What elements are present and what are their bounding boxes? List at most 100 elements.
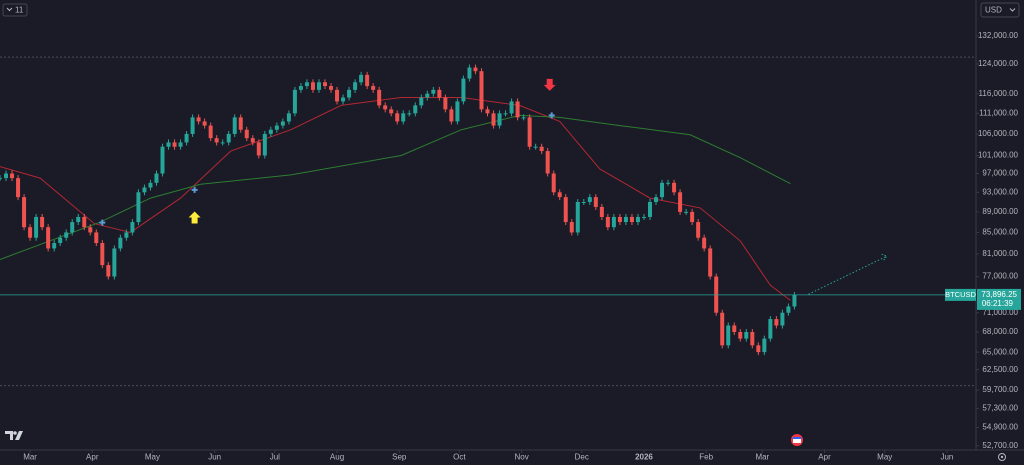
candle-body <box>22 197 27 228</box>
candle-body <box>666 182 671 184</box>
candle-body <box>118 237 123 249</box>
candle-body <box>347 89 352 98</box>
x-tick-label: May <box>145 453 160 462</box>
x-tick-label: Jun <box>208 453 221 462</box>
candle-body <box>575 201 580 233</box>
moving-average <box>0 114 791 260</box>
sell-arrow <box>543 78 556 91</box>
candle-body <box>238 117 243 130</box>
candle-body <box>28 227 33 238</box>
candle-body <box>497 113 502 126</box>
currency-button[interactable]: USD <box>980 2 1020 18</box>
candle-body <box>286 113 291 122</box>
symbol-label: BTCUSD <box>945 290 976 299</box>
candle-body <box>467 67 472 79</box>
candle-body <box>539 146 544 152</box>
x-tick-label: Oct <box>453 453 466 462</box>
y-tick-label: 52,700.00 <box>982 441 1018 450</box>
event-icon[interactable] <box>791 434 803 446</box>
moving-average <box>0 97 791 301</box>
candle-body <box>322 82 327 87</box>
candle-body <box>316 82 321 90</box>
x-tick-label: Apr <box>818 453 831 462</box>
candle-body <box>521 117 526 119</box>
candle-body <box>557 192 562 198</box>
candle-body <box>587 197 592 202</box>
candle-body <box>124 232 129 238</box>
candle-body <box>166 142 171 147</box>
candle-body <box>660 182 665 198</box>
candle-body <box>593 197 598 207</box>
candle-body <box>256 142 261 156</box>
tv-logo[interactable] <box>5 431 23 440</box>
y-tick-label: 59,700.00 <box>982 385 1018 394</box>
candle-body <box>443 97 448 110</box>
candle-body <box>292 89 297 114</box>
y-tick-label: 68,000.00 <box>982 327 1018 336</box>
last-price-label: 73,896.25 <box>981 290 1017 299</box>
candle-body <box>611 216 616 228</box>
candle-body <box>304 82 309 87</box>
marker-cross <box>99 219 106 226</box>
projection-line <box>808 255 887 295</box>
candle-body <box>100 243 105 266</box>
candle-body <box>780 312 785 326</box>
y-tick-label: 101,000.00 <box>978 151 1019 160</box>
x-tick-label: Mar <box>23 453 37 462</box>
x-tick-label: 2026 <box>635 453 653 462</box>
x-tick-label: Apr <box>86 453 99 462</box>
candle-body <box>220 142 225 144</box>
candle-body <box>148 182 153 188</box>
candle-body <box>244 129 249 139</box>
candle-body <box>136 192 141 223</box>
candle-body <box>172 142 177 147</box>
candle-body <box>509 101 514 114</box>
candle-body <box>635 216 640 223</box>
candle-body <box>690 211 695 223</box>
last-price-box <box>977 288 1021 310</box>
candle-body <box>786 306 791 313</box>
candle-body <box>226 133 231 143</box>
y-tick-label: 124,000.00 <box>978 59 1019 68</box>
candle-body <box>178 142 183 147</box>
candle-body <box>4 173 9 179</box>
candle-body <box>672 182 677 193</box>
y-tick-label: 65,000.00 <box>982 347 1018 356</box>
candle-body <box>94 232 99 244</box>
y-tick-label: 71,000.00 <box>982 308 1018 317</box>
candle-body <box>359 74 364 83</box>
candle-body <box>274 125 279 130</box>
candle-body <box>371 86 376 90</box>
candle-body <box>16 178 21 198</box>
y-tick-label: 85,000.00 <box>982 228 1018 237</box>
x-tick-label: Jul <box>270 453 280 462</box>
candle-body <box>76 216 81 223</box>
candle-body <box>160 146 165 174</box>
candle-body <box>696 222 701 238</box>
candle-body <box>353 82 358 90</box>
candle-body <box>551 173 556 193</box>
candle-body <box>617 216 622 223</box>
candle-body <box>545 151 550 174</box>
settings-icon[interactable] <box>998 453 1006 461</box>
axes: 132,000.00 124,000.00 116,000.00 111,000.00… <box>23 31 1021 462</box>
candle-body <box>491 113 496 126</box>
y-tick-label: 132,000.00 <box>978 31 1019 40</box>
candle-body <box>431 89 436 94</box>
candle-body <box>605 216 610 228</box>
x-tick-label: Mar <box>755 453 769 462</box>
candle-body <box>112 248 117 277</box>
x-tick-label: Sep <box>392 453 407 462</box>
candle-body <box>744 332 749 339</box>
candle-body <box>720 312 725 346</box>
marker-cross <box>191 186 198 193</box>
x-tick-label: Aug <box>330 453 344 462</box>
candle-body <box>58 237 63 244</box>
candle-body <box>46 227 51 249</box>
candle-body <box>184 133 189 143</box>
candle-body <box>64 232 69 238</box>
collapse-button[interactable]: 11 <box>2 3 28 17</box>
